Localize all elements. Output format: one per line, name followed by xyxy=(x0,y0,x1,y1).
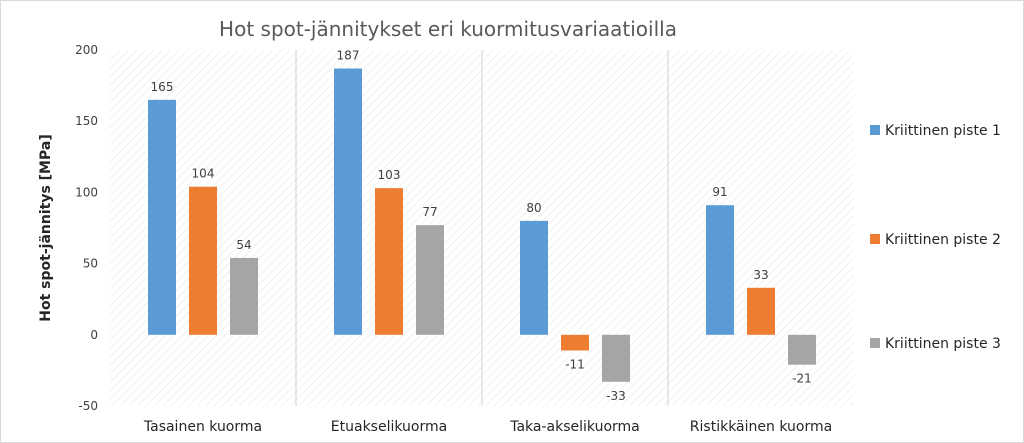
data-label: -21 xyxy=(792,372,812,386)
bar xyxy=(189,186,217,335)
y-tick-label: 200 xyxy=(75,43,98,57)
x-category-label: Etuakselikuorma xyxy=(331,419,447,435)
y-axis-ticks: -50 0 50 100 150 200 xyxy=(75,43,98,413)
data-label: 54 xyxy=(236,238,251,252)
legend-label: Kriittinen piste 2 xyxy=(885,232,1001,248)
legend: Kriittinen piste 1 Kriittinen piste 2 Krii… xyxy=(870,123,1001,352)
bar xyxy=(520,220,548,335)
legend-swatch xyxy=(870,125,880,135)
y-tick-label: 100 xyxy=(75,185,98,199)
bar xyxy=(148,99,176,335)
bar xyxy=(334,68,362,335)
data-label: 187 xyxy=(337,49,360,63)
data-label: 165 xyxy=(151,80,174,94)
data-label: 80 xyxy=(526,201,541,215)
x-category-label: Taka-akselikuorma xyxy=(509,419,640,435)
y-tick-label: 0 xyxy=(90,328,98,342)
bar xyxy=(706,205,734,335)
category-labels: Tasainen kuorma Etuakselikuorma Taka-aksel… xyxy=(143,419,832,435)
data-label: 91 xyxy=(712,185,727,199)
legend-swatch xyxy=(870,338,880,348)
y-axis-label: Hot spot-jännitys [MPa] xyxy=(38,134,54,321)
data-label: 33 xyxy=(753,268,768,282)
bars xyxy=(148,68,816,382)
data-label: -11 xyxy=(565,357,585,371)
legend-swatch xyxy=(870,234,880,244)
data-label: 77 xyxy=(422,205,437,219)
data-label: -33 xyxy=(606,389,626,403)
data-labels: 165 104 54 187 103 77 80 -11 -33 91 33 -21 xyxy=(151,49,812,403)
bar xyxy=(230,257,258,335)
bar xyxy=(602,334,630,382)
bar xyxy=(416,225,444,335)
y-tick-label: 50 xyxy=(83,257,98,271)
bar xyxy=(375,188,403,335)
data-label: 104 xyxy=(192,167,215,181)
x-category-label: Ristikkäinen kuorma xyxy=(690,419,832,435)
bar xyxy=(788,334,816,365)
legend-label: Kriittinen piste 3 xyxy=(885,336,1001,352)
category-separators xyxy=(295,50,669,406)
bar xyxy=(747,287,775,335)
data-label: 103 xyxy=(378,168,401,182)
y-tick-label: 150 xyxy=(75,114,98,128)
y-tick-label: -50 xyxy=(78,399,98,413)
legend-label: Kriittinen piste 1 xyxy=(885,123,1001,139)
x-category-label: Tasainen kuorma xyxy=(143,419,262,435)
bar xyxy=(561,334,589,351)
chart-title: Hot spot-jännitykset eri kuormitusvariaa… xyxy=(219,17,677,41)
